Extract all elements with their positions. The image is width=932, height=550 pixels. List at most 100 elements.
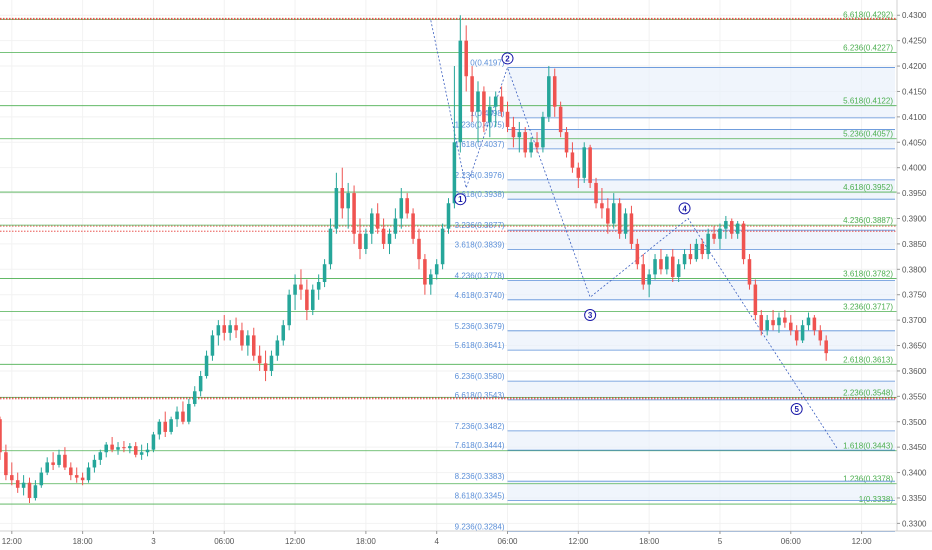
candle[interactable] [464,25,468,92]
candle[interactable] [753,279,758,321]
candle[interactable] [588,144,592,189]
candle[interactable] [74,467,79,483]
candle[interactable] [340,167,345,219]
candle[interactable] [375,203,380,234]
candle[interactable] [712,226,716,244]
candle[interactable] [51,452,55,471]
candle[interactable] [110,436,114,453]
candle[interactable] [358,218,362,260]
candle[interactable] [576,162,581,189]
candle[interactable] [535,132,539,153]
candle[interactable] [0,416,2,460]
candle[interactable] [305,279,309,321]
candle[interactable] [529,137,533,158]
candle[interactable] [27,477,32,504]
candle[interactable] [812,315,817,336]
candle[interactable] [493,91,498,128]
candle[interactable] [45,457,49,476]
candle[interactable] [192,386,197,407]
candle[interactable] [163,411,168,437]
candle[interactable] [794,325,799,346]
candle[interactable] [281,320,286,346]
candle[interactable] [21,475,26,496]
candle[interactable] [98,449,103,465]
candle[interactable] [488,96,492,138]
candle[interactable] [611,193,616,229]
candle[interactable] [316,274,321,300]
candle[interactable] [458,15,463,153]
candles[interactable] [0,15,828,504]
candle[interactable] [706,228,710,260]
candle[interactable] [399,188,404,229]
candle[interactable] [800,320,805,343]
candle[interactable] [234,317,238,338]
candle[interactable] [558,101,563,138]
candle[interactable] [263,350,268,382]
candle[interactable] [806,312,811,331]
candle[interactable] [387,228,392,255]
candle[interactable] [269,350,274,377]
candle[interactable] [635,238,640,270]
candle[interactable] [310,284,315,316]
candle[interactable] [434,259,439,280]
candle[interactable] [80,472,85,486]
candle[interactable] [759,309,764,336]
candle[interactable] [322,259,327,288]
candle[interactable] [440,223,445,270]
candle[interactable] [718,223,722,249]
candle[interactable] [653,254,657,280]
candle[interactable] [429,269,433,295]
candle[interactable] [547,66,551,122]
candle[interactable] [287,289,291,331]
candle[interactable] [299,269,303,300]
candle[interactable] [499,86,504,117]
candle[interactable] [594,177,598,209]
price-axis[interactable]: 0.4300 0.4250 0.4200 0.4150 0.4100 0.4050 0.40… [897,11,927,528]
candle[interactable] [505,101,510,133]
candle[interactable] [700,238,705,260]
candle[interactable] [783,309,787,328]
candle[interactable] [446,198,451,234]
candle[interactable] [735,221,740,239]
candle[interactable] [417,228,421,270]
candle[interactable] [370,208,374,244]
candle[interactable] [771,309,775,331]
candle[interactable] [741,221,746,265]
candle[interactable] [63,447,67,471]
candle[interactable] [511,116,516,148]
candle[interactable] [145,443,150,457]
candle[interactable] [777,312,781,333]
candle[interactable] [617,198,622,239]
candle[interactable] [747,254,752,290]
candle[interactable] [275,335,280,361]
candle[interactable] [405,193,409,219]
candle[interactable] [659,248,663,275]
candle[interactable] [293,274,297,310]
candle[interactable] [452,66,457,209]
candle[interactable] [86,462,91,483]
candle[interactable] [641,254,646,290]
candle[interactable] [133,442,138,458]
candle[interactable] [352,185,356,244]
candle[interactable] [629,205,634,249]
candle[interactable] [523,127,527,158]
candle[interactable] [210,330,215,361]
candle[interactable] [251,327,256,361]
candle[interactable] [600,188,604,219]
candle[interactable] [175,406,179,427]
candle[interactable] [222,315,227,341]
candle[interactable] [15,472,20,493]
candle[interactable] [116,442,120,455]
candle[interactable] [682,248,687,270]
candle[interactable] [128,443,132,454]
candle[interactable] [824,335,828,361]
candle[interactable] [729,218,734,239]
candle[interactable] [39,467,44,488]
candle[interactable] [564,127,569,158]
candle[interactable] [423,254,427,295]
candle[interactable] [69,462,73,481]
candle[interactable] [411,208,415,244]
candle[interactable] [482,86,486,133]
candle[interactable] [216,320,221,346]
